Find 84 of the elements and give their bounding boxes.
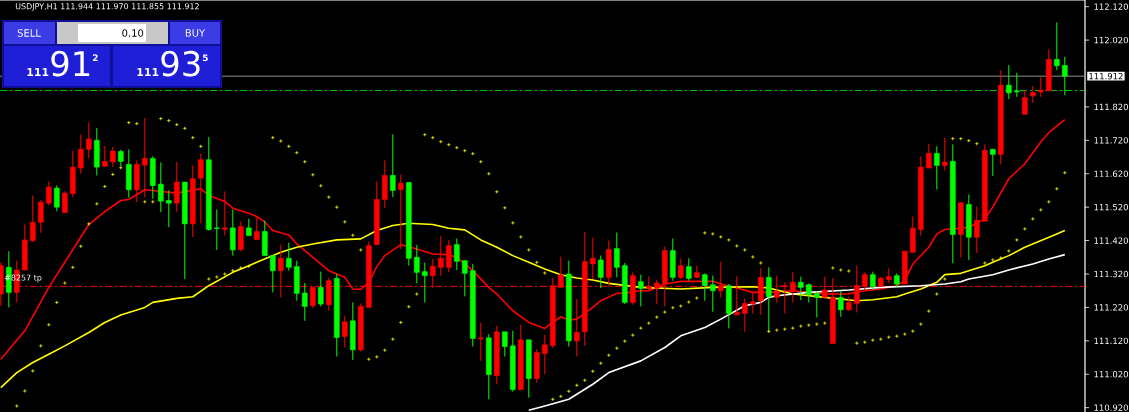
y-tick-label: 111.420 <box>1094 237 1128 244</box>
annotation: 91 <box>51 50 90 77</box>
candlestick <box>230 209 236 257</box>
candlestick <box>734 275 740 316</box>
candlestick <box>598 255 604 289</box>
candlestick <box>1038 77 1044 98</box>
candlestick <box>742 297 748 333</box>
candlestick <box>342 315 348 349</box>
annotation: 0.10 <box>122 29 144 37</box>
candlestick <box>942 137 948 171</box>
y-tick-label: 112.020 <box>1094 36 1128 44</box>
y-tick-label: 110.920 <box>1094 404 1128 411</box>
line-series <box>528 253 1066 412</box>
candlestick <box>1054 21 1060 71</box>
candlestick <box>446 239 452 273</box>
candlestick <box>158 161 164 213</box>
candlestick <box>1006 64 1012 100</box>
candlestick <box>62 190 68 214</box>
annotation: SELL <box>17 29 41 37</box>
candlestick <box>478 321 484 362</box>
annotation: BUY <box>185 29 206 37</box>
candlestick <box>398 173 404 250</box>
candlestick <box>422 262 428 303</box>
y-tick-label: 111.620 <box>1094 170 1128 177</box>
candlestick <box>838 290 844 318</box>
candlestick <box>302 282 308 322</box>
candlestick <box>926 143 932 169</box>
candlestick <box>46 180 52 206</box>
y-tick-label: 111.220 <box>1094 304 1128 311</box>
candlestick <box>542 334 548 375</box>
candlestick <box>78 133 84 175</box>
candlestick <box>54 184 60 212</box>
candlestick <box>286 242 292 272</box>
candlestick <box>798 276 804 301</box>
candlestick <box>318 271 324 307</box>
candlestick <box>38 199 44 234</box>
y-tick-label: 111.820 <box>1094 103 1128 111</box>
candlestick <box>686 257 692 282</box>
annotation: 2 <box>92 54 98 61</box>
candlestick <box>214 209 220 251</box>
candlestick <box>110 146 116 168</box>
candlestick <box>462 260 468 297</box>
candlestick <box>454 238 460 271</box>
candlestick <box>710 275 716 313</box>
y-tick-label: 111.020 <box>1094 371 1128 378</box>
candlestick <box>270 255 276 293</box>
candlestick <box>198 153 204 224</box>
candlestick <box>1014 72 1020 98</box>
candlestick <box>870 271 876 291</box>
candlestick <box>934 145 940 190</box>
y-tick-label: 111.520 <box>1094 203 1128 211</box>
candlestick <box>86 121 92 159</box>
candlestick <box>254 216 260 241</box>
candlestick <box>1022 89 1028 115</box>
candlestick <box>30 194 36 243</box>
y-tick-label: 111.720 <box>1094 137 1128 144</box>
candlestick <box>750 291 756 314</box>
candlestick <box>678 257 684 280</box>
candlestick <box>390 133 396 198</box>
candlestick <box>238 221 244 252</box>
candlestick <box>614 232 620 278</box>
candlestick <box>222 190 228 237</box>
candlestick <box>638 274 644 307</box>
annotation: 5 <box>202 54 208 62</box>
candlestick <box>806 282 812 303</box>
y-tick-label: 111.120 <box>1094 337 1128 345</box>
y-tick-label: 112.120 <box>1094 3 1128 10</box>
candlestick <box>766 266 772 332</box>
candlestick <box>1062 56 1068 96</box>
candlestick <box>438 235 444 277</box>
annotation: 111 <box>27 68 49 76</box>
candlestick <box>974 206 980 254</box>
annotation: 93 <box>161 50 200 77</box>
candlestick <box>174 161 180 213</box>
candlestick <box>990 148 996 177</box>
annotation: 111 <box>137 68 159 76</box>
ref-line-label: 111.912 <box>1089 72 1123 80</box>
y-tick-label: 111.320 <box>1094 270 1128 278</box>
candlestick <box>590 237 596 280</box>
candlestick <box>702 272 708 302</box>
candlestick <box>166 189 172 228</box>
candlestick <box>502 331 508 358</box>
candlestick <box>814 290 820 318</box>
candlestick <box>414 244 420 284</box>
